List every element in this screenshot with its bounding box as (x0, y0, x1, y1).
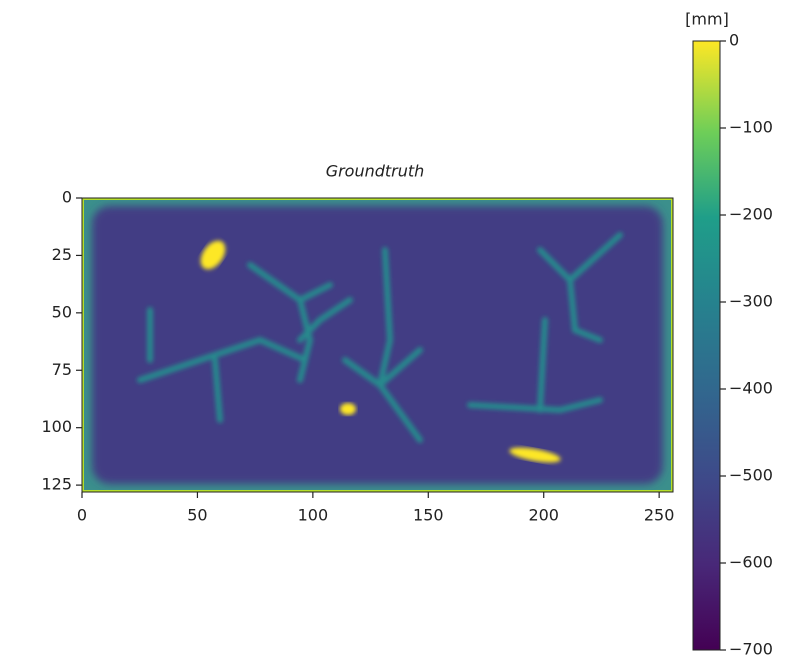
y-tick-label: 50 (52, 302, 72, 321)
x-tick-label: 100 (298, 506, 329, 525)
y-tick-label: 125 (41, 475, 72, 494)
colorbar-tick-label: −400 (729, 379, 773, 398)
colorbar-tick-label: −700 (729, 640, 773, 659)
x-tick-label: 150 (413, 506, 444, 525)
x-tick-label: 0 (77, 506, 87, 525)
y-tick-label: 75 (52, 360, 72, 379)
x-tick-label: 250 (644, 506, 675, 525)
heatmap-image (82, 198, 673, 492)
y-tick-label: 0 (62, 188, 72, 207)
colorbar (692, 40, 721, 651)
chart-title: Groundtruth (326, 162, 425, 181)
colorbar-tick-label: −100 (729, 118, 773, 137)
y-tick-label: 100 (41, 417, 72, 436)
colorbar-tick-label: −200 (729, 205, 773, 224)
colorbar-tick-label: −600 (729, 553, 773, 572)
colorbar-tick-label: −500 (729, 466, 773, 485)
y-tick-label: 25 (52, 245, 72, 264)
colorbar-tick-label: 0 (729, 31, 739, 50)
axes-frame (81, 197, 674, 493)
colorbar-label: [mm] (685, 10, 729, 29)
colorbar-tick-label: −300 (729, 292, 773, 311)
x-tick-label: 200 (528, 506, 559, 525)
x-tick-label: 50 (187, 506, 207, 525)
